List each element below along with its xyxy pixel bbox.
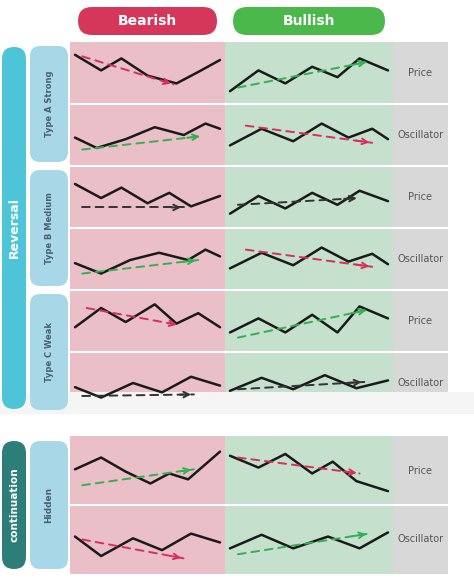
Text: Bearish: Bearish	[118, 14, 177, 28]
FancyBboxPatch shape	[78, 7, 217, 35]
Bar	[0, 392, 474, 414]
Bar	[225, 228, 393, 290]
Bar	[393, 228, 448, 290]
Bar	[70, 352, 225, 414]
Bar	[393, 505, 448, 574]
Text: Oscillator: Oscillator	[397, 378, 444, 388]
Bar	[225, 352, 393, 414]
Bar	[393, 436, 448, 505]
Bar	[225, 436, 393, 505]
Text: Bullish: Bullish	[283, 14, 335, 28]
FancyBboxPatch shape	[233, 7, 385, 35]
FancyBboxPatch shape	[30, 46, 68, 162]
FancyBboxPatch shape	[30, 294, 68, 410]
Bar	[225, 290, 393, 352]
Text: Oscillator: Oscillator	[397, 254, 444, 264]
Text: Type C Weak: Type C Weak	[45, 322, 54, 382]
Text: Oscillator: Oscillator	[397, 130, 444, 140]
Bar	[70, 228, 225, 290]
Text: Hidden: Hidden	[45, 487, 54, 523]
Bar	[70, 505, 225, 574]
Bar	[225, 104, 393, 166]
Text: Type A Strong: Type A Strong	[45, 71, 54, 137]
Bar	[70, 436, 225, 505]
FancyBboxPatch shape	[2, 441, 26, 569]
Bar	[70, 166, 225, 228]
Text: Price: Price	[409, 316, 432, 326]
Bar	[393, 290, 448, 352]
FancyBboxPatch shape	[2, 47, 26, 409]
Bar	[225, 505, 393, 574]
Bar	[393, 42, 448, 104]
Text: Price: Price	[409, 68, 432, 78]
Bar	[393, 166, 448, 228]
Bar	[393, 352, 448, 414]
FancyBboxPatch shape	[30, 441, 68, 569]
Text: Price: Price	[409, 466, 432, 476]
Text: Type B Medium: Type B Medium	[45, 192, 54, 264]
Bar	[225, 166, 393, 228]
Text: Price: Price	[409, 192, 432, 202]
Bar	[70, 42, 225, 104]
Bar	[70, 104, 225, 166]
Bar	[70, 290, 225, 352]
Text: Reversal: Reversal	[8, 198, 20, 259]
FancyBboxPatch shape	[30, 170, 68, 286]
Text: continuation: continuation	[9, 467, 19, 542]
Text: Oscillator: Oscillator	[397, 534, 444, 544]
Bar	[393, 104, 448, 166]
Bar	[225, 42, 393, 104]
